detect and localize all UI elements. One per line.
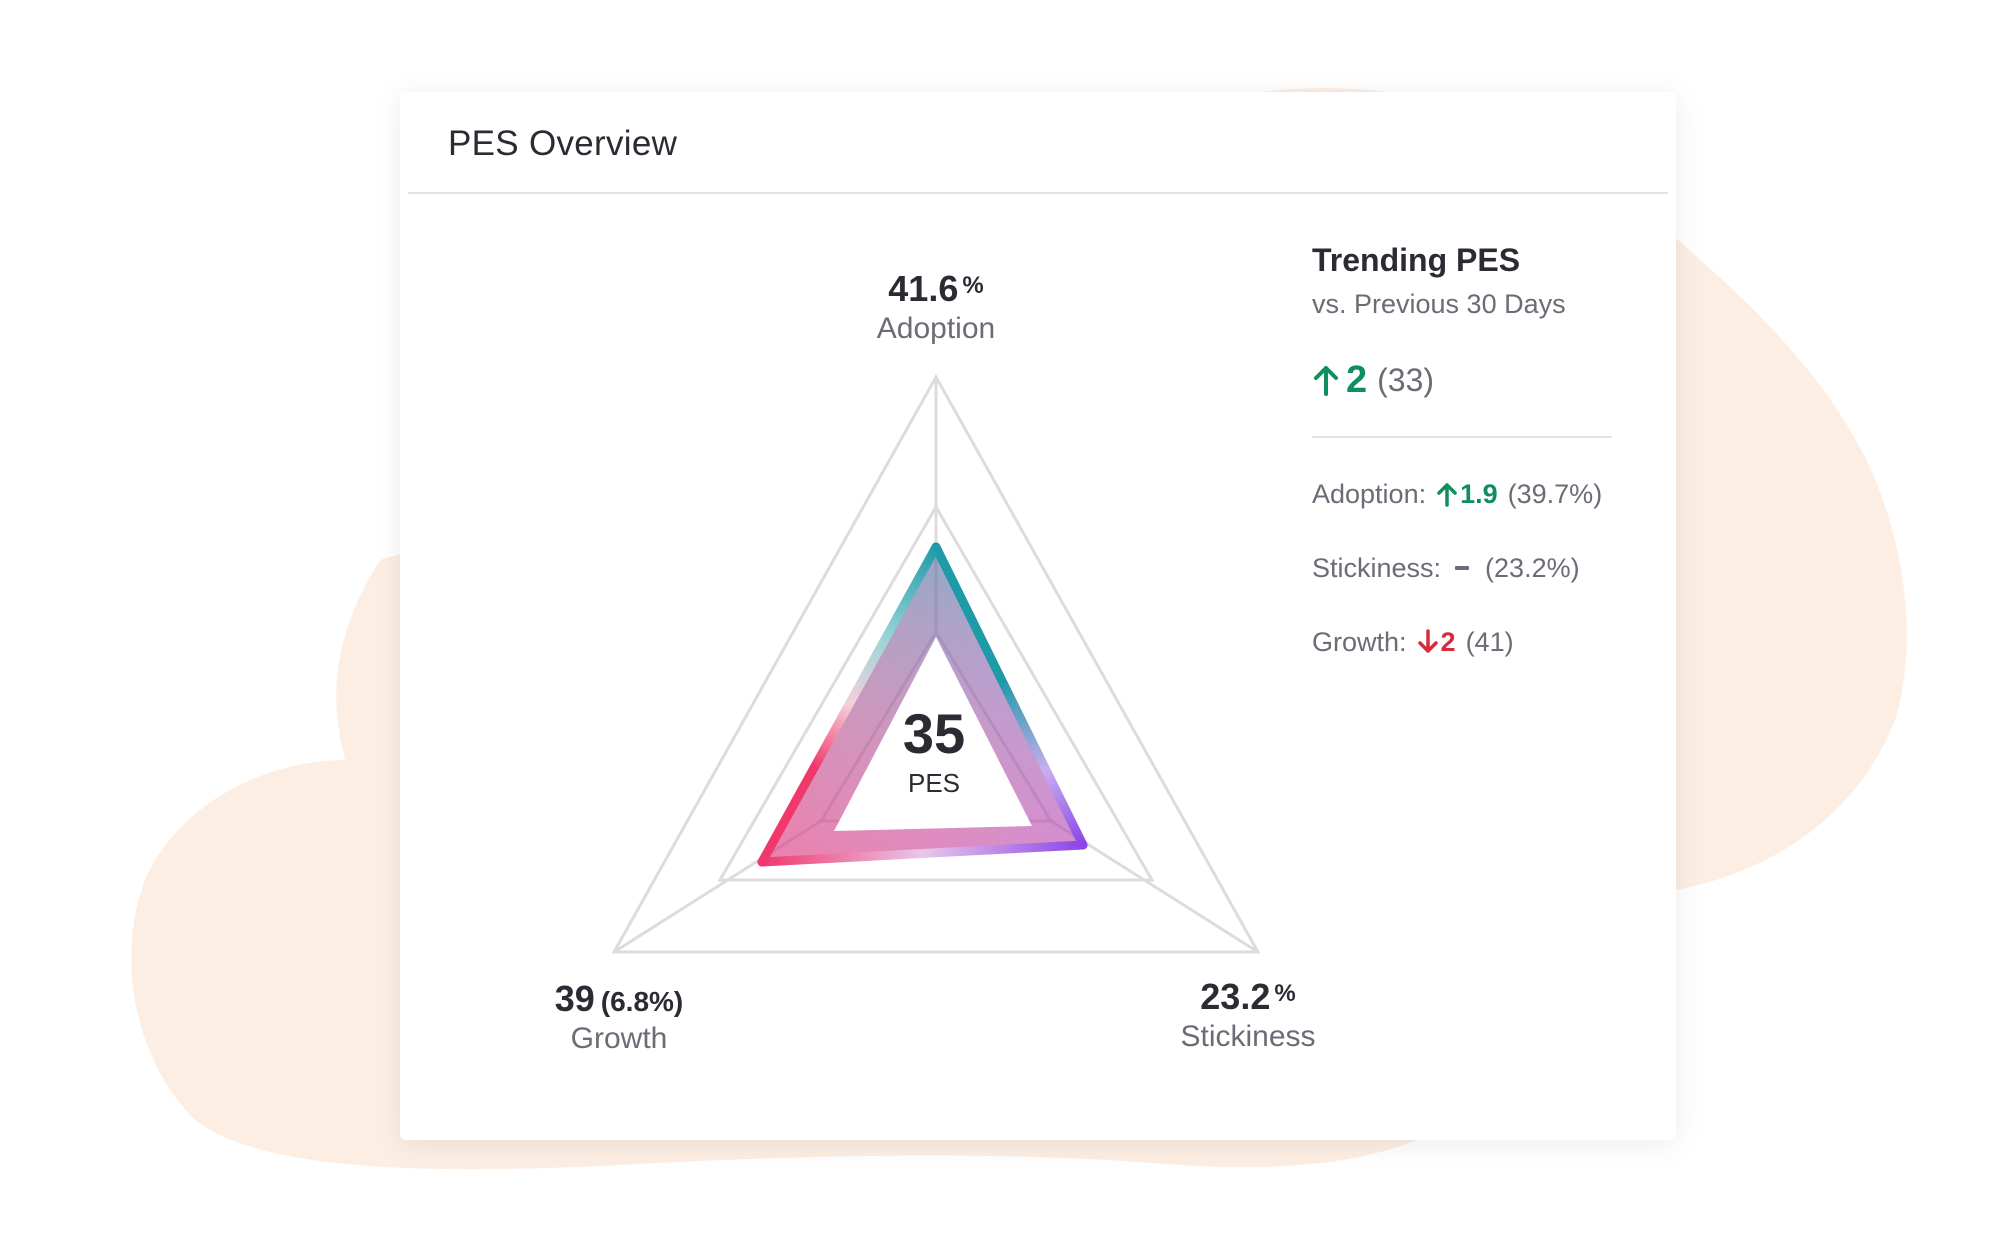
card-header: PES Overview	[408, 92, 1668, 194]
pes-radar-chart	[611, 373, 1261, 954]
growth-extra: (6.8%)	[600, 986, 684, 1017]
dash-icon	[1455, 566, 1470, 570]
metric-previous: (39.7%)	[1507, 478, 1603, 509]
growth-label: Growth	[570, 1022, 668, 1055]
metric-row-growth: Growth: 2 (41)	[1312, 624, 1632, 660]
growth-axis-label: 39 (6.8%) Growth	[469, 978, 769, 1056]
trending-pes-panel: Trending PES vs. Previous 30 Days 2 (33)…	[1312, 242, 1632, 660]
pes-overview-card: PES Overview	[400, 92, 1676, 1140]
metric-label: Growth:	[1312, 626, 1407, 657]
metric-label: Adoption:	[1312, 478, 1427, 509]
pes-score-value: 35	[902, 702, 966, 765]
pes-center-score: 35 PES	[834, 704, 1034, 799]
growth-value: 39	[554, 978, 595, 1019]
adoption-label: Adoption	[876, 312, 996, 345]
trending-subtitle: vs. Previous 30 Days	[1312, 289, 1566, 319]
trending-divider	[1312, 436, 1612, 438]
stickiness-label: Stickiness	[1180, 1020, 1316, 1053]
metric-delta: 1.9	[1460, 478, 1498, 509]
stickiness-axis-label: 23.2% Stickiness	[1098, 976, 1398, 1054]
stickiness-unit: %	[1274, 980, 1296, 1007]
metric-label: Stickiness:	[1312, 552, 1442, 583]
trending-title: Trending PES	[1312, 242, 1521, 278]
adoption-axis-label: 41.6% Adoption	[786, 268, 1086, 346]
trending-summary: 2 (33)	[1312, 358, 1632, 401]
arrow-up-icon	[1314, 366, 1338, 396]
arrow-down-icon	[1417, 629, 1438, 653]
metric-row-stickiness: Stickiness: (23.2%)	[1312, 550, 1632, 586]
arrow-up-icon	[1437, 483, 1457, 507]
adoption-unit: %	[962, 272, 984, 299]
metric-previous: (41)	[1465, 626, 1514, 657]
trending-delta: 2	[1346, 358, 1368, 401]
stickiness-value: 23.2	[1200, 976, 1271, 1017]
adoption-value: 41.6	[888, 268, 959, 309]
card-title: PES Overview	[448, 124, 678, 163]
metric-delta: 2	[1440, 626, 1456, 657]
trending-previous: (33)	[1377, 361, 1435, 398]
metric-previous: (23.2%)	[1485, 552, 1580, 583]
metric-row-adoption: Adoption: 1.9 (39.7%)	[1312, 476, 1632, 512]
pes-score-label: PES	[907, 768, 961, 798]
